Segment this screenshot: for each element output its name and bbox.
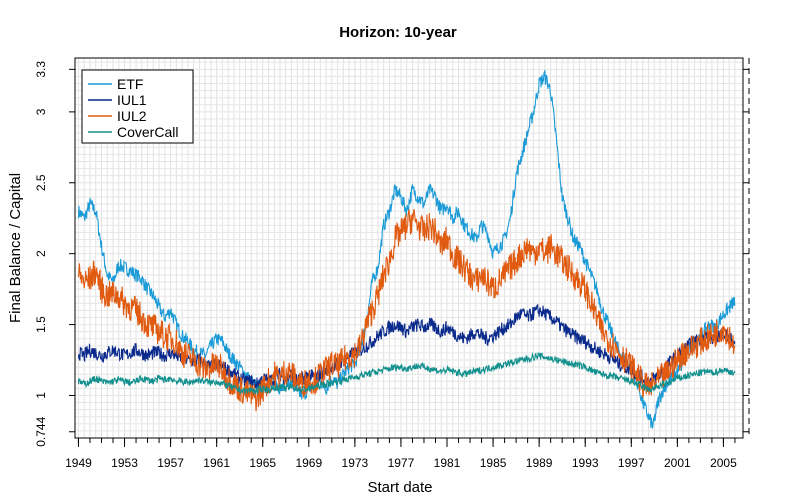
series-line-iul1 — [77, 303, 736, 389]
x-tick-label: 2005 — [710, 456, 737, 470]
series-line-covercall — [77, 351, 736, 396]
y-axis: 0.744 1 1.5 2 2.5 3 3.3 — [34, 58, 750, 447]
y-tick-label: 2.5 — [34, 174, 48, 191]
x-tick-label: 1961 — [203, 456, 230, 470]
y-tick-label: 3.3 — [34, 61, 48, 78]
x-tick-label: 1973 — [342, 456, 369, 470]
x-tick-label: 1989 — [526, 456, 553, 470]
series-lines — [77, 69, 736, 430]
x-tick-label: 1965 — [249, 456, 276, 470]
x-tick-label: 1949 — [65, 456, 92, 470]
x-tick-label: 1997 — [618, 456, 645, 470]
y-tick-label: 2 — [34, 250, 48, 257]
y-tick-label: 1.5 — [34, 316, 48, 333]
x-tick-label: 1969 — [295, 456, 322, 470]
x-tick-label: 1985 — [480, 456, 507, 470]
series-line-iul2 — [77, 209, 736, 412]
x-tick-label: 1953 — [111, 456, 138, 470]
y-tick-label: 3 — [34, 108, 48, 115]
legend-label: CoverCall — [117, 124, 178, 140]
y-axis-label: Final Balance / Capital — [7, 173, 24, 323]
legend-box — [81, 69, 194, 144]
chart-title: Horizon: 10-year — [339, 24, 457, 41]
x-axis-label: Start date — [367, 479, 432, 496]
x-tick-label: 1957 — [157, 456, 184, 470]
legend-label: IUL2 — [117, 108, 147, 124]
x-tick-label: 1993 — [572, 456, 599, 470]
x-axis: 1949 1953 1957 1961 1965 1969 1973 1977 1981 1985… — [65, 438, 737, 470]
x-tick-label: 2001 — [664, 456, 691, 470]
y-tick-label: 1 — [34, 392, 48, 399]
legend-label: IUL1 — [117, 92, 147, 108]
legend-label: ETF — [117, 76, 143, 92]
y-tick-label: 0.744 — [34, 416, 48, 446]
x-tick-label: 1977 — [388, 456, 415, 470]
plot-frame — [74, 57, 744, 439]
x-tick-label: 1981 — [434, 456, 461, 470]
